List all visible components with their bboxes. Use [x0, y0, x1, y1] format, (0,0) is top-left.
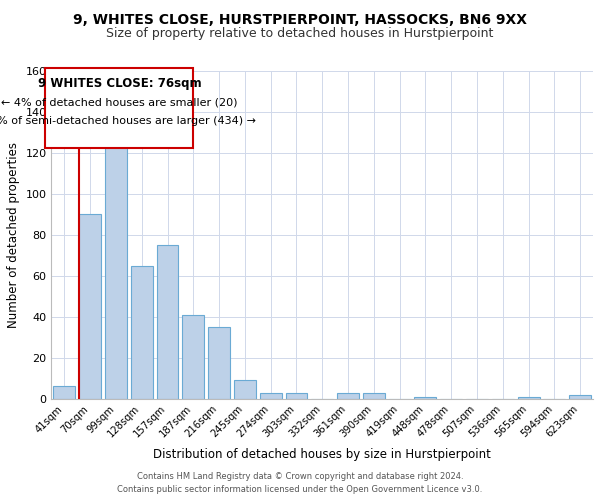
Bar: [79, 214, 101, 398]
Bar: [182, 314, 204, 398]
Bar: [234, 380, 256, 398]
Text: 9 WHITES CLOSE: 76sqm: 9 WHITES CLOSE: 76sqm: [38, 78, 201, 90]
Bar: [105, 136, 127, 398]
Bar: [286, 392, 307, 398]
Text: Contains public sector information licensed under the Open Government Licence v3: Contains public sector information licen…: [118, 485, 482, 494]
Text: 96% of semi-detached houses are larger (434) →: 96% of semi-detached houses are larger (…: [0, 116, 256, 126]
X-axis label: Distribution of detached houses by size in Hurstpierpoint: Distribution of detached houses by size …: [154, 448, 491, 460]
Bar: [518, 396, 539, 398]
Text: Contains HM Land Registry data © Crown copyright and database right 2024.: Contains HM Land Registry data © Crown c…: [137, 472, 463, 481]
Bar: [569, 394, 591, 398]
Bar: [53, 386, 76, 398]
Text: ← 4% of detached houses are smaller (20): ← 4% of detached houses are smaller (20): [1, 98, 238, 108]
Text: Size of property relative to detached houses in Hurstpierpoint: Size of property relative to detached ho…: [106, 28, 494, 40]
Bar: [260, 392, 281, 398]
Text: 9, WHITES CLOSE, HURSTPIERPOINT, HASSOCKS, BN6 9XX: 9, WHITES CLOSE, HURSTPIERPOINT, HASSOCK…: [73, 12, 527, 26]
Bar: [415, 396, 436, 398]
Y-axis label: Number of detached properties: Number of detached properties: [7, 142, 20, 328]
Bar: [208, 327, 230, 398]
Bar: [157, 245, 178, 398]
Bar: [363, 392, 385, 398]
Bar: [131, 266, 153, 398]
Bar: [337, 392, 359, 398]
